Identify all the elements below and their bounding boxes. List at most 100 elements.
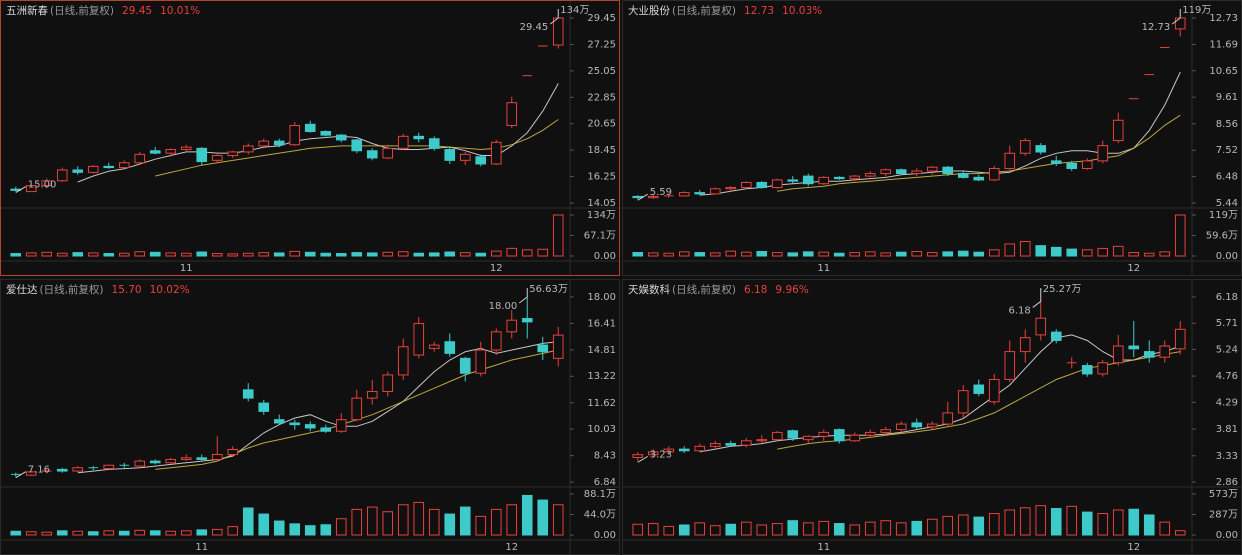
- candle-body: [880, 429, 892, 433]
- y-tick-label: 22.85: [587, 92, 616, 103]
- volume-bar: [756, 524, 768, 536]
- candle-body: [849, 434, 861, 442]
- volume-bar: [895, 522, 907, 536]
- volume-bar: [273, 520, 285, 536]
- x-tick-label: 11: [195, 542, 208, 553]
- high-leader: [1171, 17, 1181, 25]
- volume-bar: [506, 504, 518, 536]
- candle-body: [725, 443, 737, 446]
- candle-body: [756, 181, 768, 189]
- candle-body: [41, 180, 53, 187]
- candle-body: [895, 169, 907, 175]
- volume-bar: [864, 251, 876, 257]
- candle-body: [709, 188, 721, 195]
- volume-bar: [1050, 246, 1062, 257]
- volume-bar: [1066, 505, 1078, 536]
- candle-body: [428, 138, 440, 149]
- candle-body: [196, 147, 208, 163]
- last-price: 12.73: [744, 5, 774, 17]
- candle-body: [1112, 119, 1124, 142]
- volume-bar: [196, 529, 208, 536]
- candle-body: [211, 453, 223, 460]
- volume-bar: [149, 251, 161, 257]
- volume-tick-label: 119万: [1209, 210, 1238, 221]
- volume-bar: [103, 530, 115, 536]
- change-pct: 10.03%: [782, 5, 822, 17]
- volume-bar: [740, 251, 752, 257]
- candle-body: [771, 431, 783, 441]
- volume-bar: [289, 250, 301, 257]
- panel-header: 大业股份 (日线,前复权) 12.73 10.03%: [628, 4, 822, 17]
- volume-bar: [1128, 252, 1140, 257]
- volume-bar: [242, 252, 254, 257]
- high-leader: [518, 296, 528, 304]
- chart-mode: (日线,前复权): [672, 4, 736, 17]
- y-tick-label: 5.71: [1216, 318, 1238, 329]
- candle-body: [1112, 345, 1124, 364]
- volume-bar: [196, 251, 208, 257]
- volume-bar: [320, 524, 332, 536]
- candle-body: [802, 435, 814, 441]
- moving-average: [777, 114, 1181, 192]
- y-tick-label: 5.44: [1216, 198, 1238, 209]
- y-tick-label: 3.81: [1216, 424, 1238, 435]
- candle-body: [1097, 145, 1109, 162]
- volume-bar: [273, 252, 285, 257]
- candle-body: [1035, 145, 1047, 153]
- candle-body: [552, 334, 564, 359]
- change-pct: 9.96%: [775, 284, 808, 296]
- volume-bar: [880, 252, 892, 257]
- volume-bar: [1143, 252, 1155, 257]
- candle-body: [942, 412, 954, 425]
- candle-body: [258, 402, 270, 412]
- volume-bar: [397, 251, 409, 257]
- candle-body: [537, 344, 549, 353]
- volume-bar: [490, 250, 502, 257]
- candle-body: [1050, 331, 1062, 341]
- candle-body: [1019, 140, 1031, 154]
- candle-body: [242, 389, 254, 399]
- volume-bar: [833, 523, 845, 536]
- volume-bar: [1097, 513, 1109, 536]
- candle-body: [632, 195, 644, 199]
- candle-body: [211, 155, 223, 161]
- volume-bar: [211, 253, 223, 257]
- candle-body: [475, 156, 487, 165]
- volume-bar: [320, 252, 332, 257]
- x-tick-label: 11: [817, 263, 830, 274]
- stock-name: 天娱数科: [628, 283, 670, 296]
- volume-tick-label: 0.00: [1216, 530, 1238, 541]
- moving-average: [77, 341, 559, 474]
- candle-body: [56, 468, 68, 472]
- y-tick-label: 18.45: [587, 145, 616, 156]
- volume-bar: [87, 252, 99, 257]
- volume-bar: [10, 253, 22, 257]
- candle-body: [87, 165, 99, 173]
- candle-body: [490, 331, 502, 351]
- volume-bar: [849, 524, 861, 536]
- volume-bar: [647, 523, 659, 536]
- volume-bar: [41, 531, 53, 536]
- volume-bar: [926, 252, 938, 257]
- y-tick-label: 8.43: [594, 451, 616, 462]
- y-tick-label: 14.81: [587, 345, 616, 356]
- candle-body: [678, 192, 690, 197]
- candle-body: [227, 449, 239, 455]
- candle-body: [351, 397, 363, 421]
- last-price: 29.45: [122, 5, 152, 17]
- low-leader: [15, 471, 27, 479]
- volume-bar: [351, 252, 363, 257]
- candle-body: [756, 439, 768, 442]
- volume-bar: [444, 251, 456, 257]
- candle-body: [647, 451, 659, 456]
- high-label: 12.73: [1142, 22, 1171, 33]
- candle-body: [632, 454, 644, 458]
- x-tick-label: 11: [817, 542, 830, 553]
- volume-bar: [771, 252, 783, 257]
- panel-header: 天娱数科 (日线,前复权) 6.18 9.96%: [628, 283, 809, 296]
- volume-bar: [552, 214, 564, 257]
- x-tick-label: 12: [1127, 263, 1140, 274]
- candle-body: [134, 460, 146, 467]
- candle-body: [1128, 345, 1140, 350]
- volume-bar: [335, 518, 347, 536]
